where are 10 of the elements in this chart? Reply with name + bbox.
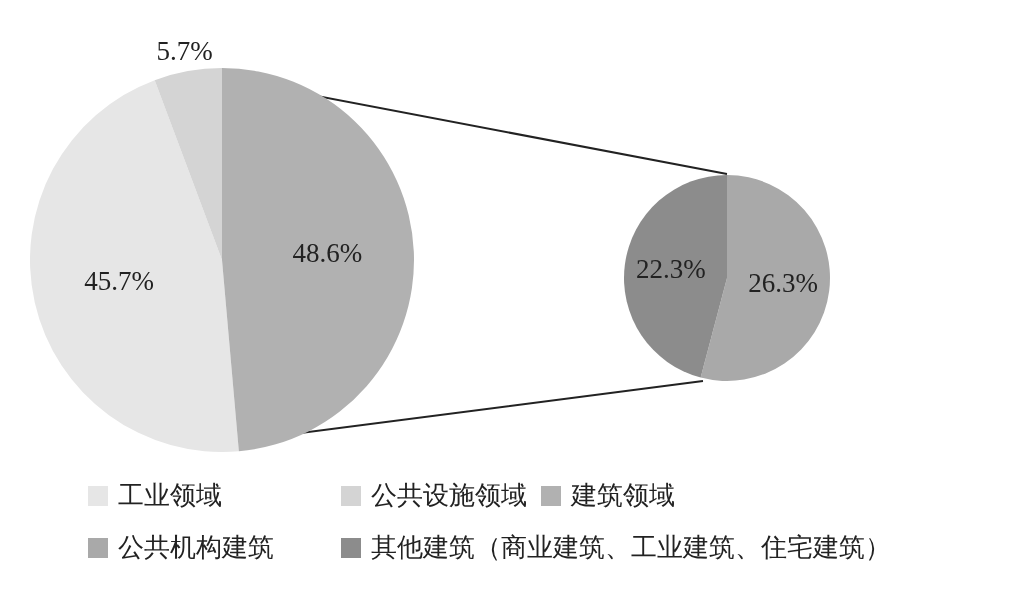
legend-label: 公共机构建筑 [118,531,274,564]
data-label: 26.3% [748,268,819,299]
legend-label: 建筑领域 [571,479,675,512]
data-label: 5.7% [156,36,213,67]
data-label: 45.7% [84,266,154,297]
data-label: 48.6% [292,238,363,269]
legend-label: 工业领域 [118,479,222,512]
legend-label: 其他建筑（商业建筑、工业建筑、住宅建筑） [371,531,891,564]
legend-label: 公共设施领域 [371,479,527,512]
data-label: 22.3% [635,253,706,284]
